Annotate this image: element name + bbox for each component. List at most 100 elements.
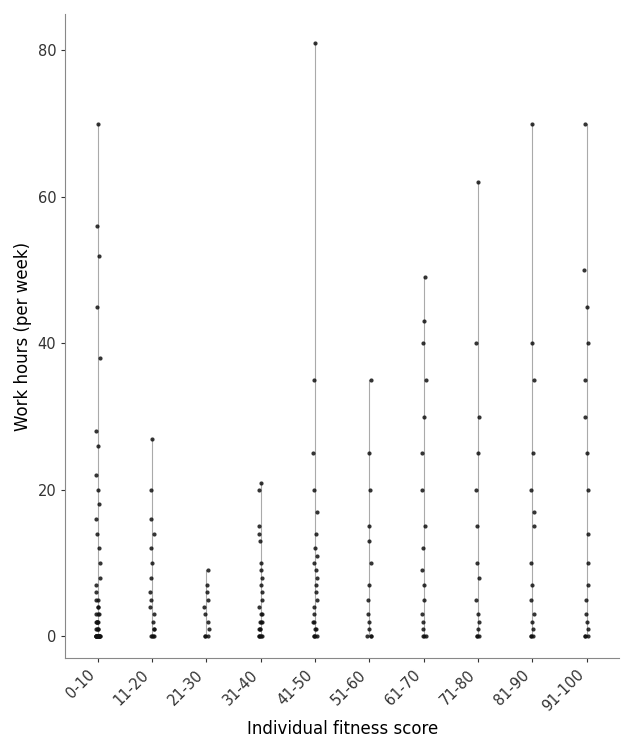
Point <box>258 608 268 620</box>
Point <box>311 587 322 599</box>
Point <box>473 623 484 635</box>
Point <box>91 630 101 642</box>
Point <box>363 579 373 591</box>
Point <box>92 301 102 313</box>
Point <box>149 528 159 540</box>
Point <box>310 630 320 642</box>
Point <box>256 608 266 620</box>
Point <box>147 557 157 569</box>
Point <box>311 579 321 591</box>
Point <box>91 587 101 599</box>
Point <box>310 623 320 635</box>
Point <box>583 484 593 496</box>
Point <box>311 623 321 635</box>
Point <box>366 557 376 569</box>
Point <box>365 520 375 532</box>
Point <box>95 557 105 569</box>
Point <box>146 593 156 605</box>
Point <box>92 220 102 232</box>
Point <box>256 630 266 642</box>
Point <box>254 630 264 642</box>
Point <box>256 579 266 591</box>
Point <box>528 623 538 635</box>
Point <box>94 499 104 511</box>
Point <box>583 630 593 642</box>
Point <box>92 484 103 496</box>
Point <box>94 352 104 364</box>
Point <box>418 630 429 642</box>
Point <box>91 425 101 437</box>
Point <box>94 630 104 642</box>
Point <box>149 623 159 635</box>
Point <box>91 579 101 591</box>
Point <box>420 520 430 532</box>
Point <box>254 623 264 635</box>
Point <box>93 630 103 642</box>
Point <box>149 630 160 642</box>
Point <box>255 535 265 547</box>
Point <box>311 564 322 576</box>
Point <box>256 557 266 569</box>
Point <box>473 411 484 423</box>
Point <box>93 630 103 642</box>
Point <box>257 630 267 642</box>
Point <box>92 440 103 452</box>
Point <box>94 630 104 642</box>
Point <box>92 616 102 628</box>
Point <box>474 630 484 642</box>
Point <box>92 616 103 628</box>
Point <box>93 601 103 613</box>
Point <box>580 118 590 130</box>
Point <box>92 630 102 642</box>
Point <box>527 338 537 350</box>
Point <box>146 542 156 554</box>
Point <box>311 528 322 540</box>
Point <box>200 630 210 642</box>
Point <box>149 623 159 635</box>
Point <box>472 630 482 642</box>
Point <box>94 608 104 620</box>
Point <box>579 264 589 276</box>
Point <box>309 374 319 386</box>
Point <box>580 630 591 642</box>
Point <box>92 623 102 635</box>
Point <box>580 411 590 423</box>
Point <box>148 630 158 642</box>
Point <box>417 484 427 496</box>
Point <box>421 374 431 386</box>
Point <box>146 572 156 584</box>
Point <box>418 616 428 628</box>
Point <box>203 564 213 576</box>
Point <box>582 447 592 459</box>
Point <box>309 557 319 569</box>
Point <box>255 616 265 628</box>
Point <box>365 623 375 635</box>
Point <box>95 630 105 642</box>
Point <box>254 484 264 496</box>
Point <box>367 374 377 386</box>
Point <box>91 469 101 481</box>
Point <box>363 535 373 547</box>
Point <box>91 630 101 642</box>
Point <box>472 557 482 569</box>
Point <box>363 593 373 605</box>
Point <box>311 550 322 562</box>
Point <box>582 579 592 591</box>
Point <box>91 630 101 642</box>
Point <box>583 557 593 569</box>
Point <box>203 630 213 642</box>
Point <box>526 630 536 642</box>
Point <box>199 601 210 613</box>
Point <box>92 608 103 620</box>
Point <box>580 374 590 386</box>
Point <box>91 513 101 525</box>
Point <box>93 623 103 635</box>
Point <box>309 630 319 642</box>
Point <box>199 630 210 642</box>
Point <box>527 118 537 130</box>
Point <box>254 630 264 642</box>
Point <box>94 542 104 554</box>
Point <box>417 608 427 620</box>
Point <box>256 564 266 576</box>
Point <box>95 630 105 642</box>
